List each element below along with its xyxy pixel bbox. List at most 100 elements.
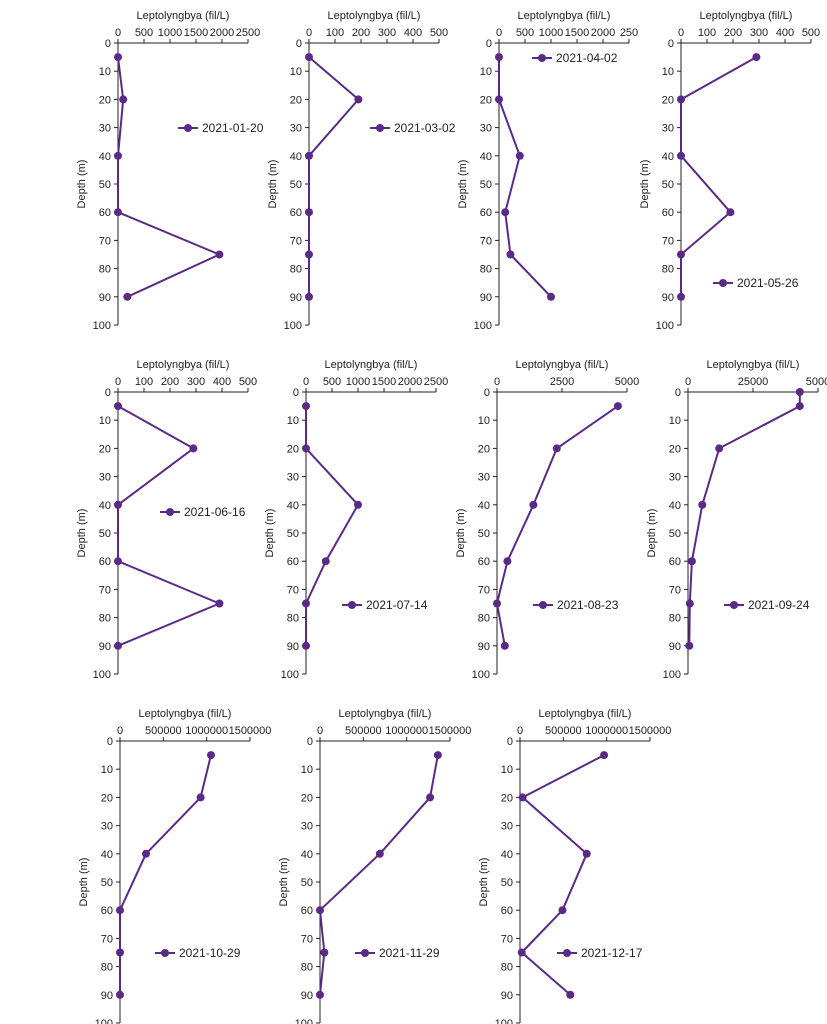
y-tick-label: 100 <box>656 320 674 332</box>
x-tick-label: 300 <box>378 27 396 39</box>
data-point <box>529 500 538 509</box>
x-tick-label: 400 <box>776 27 794 39</box>
data-point <box>302 599 310 608</box>
x-axis-label: Leptolyngbya (fil/L) <box>139 708 232 720</box>
y-tick-label: 30 <box>101 821 113 833</box>
data-point <box>493 599 501 608</box>
y-tick-label: 60 <box>99 207 111 219</box>
data-point <box>685 599 694 608</box>
data-point <box>207 751 215 760</box>
data-point <box>196 793 205 802</box>
y-tick-label: 100 <box>474 320 492 332</box>
legend-swatch-marker <box>563 949 571 957</box>
data-point <box>582 849 591 858</box>
y-tick-label: 0 <box>296 38 302 50</box>
y-tick-label: 10 <box>480 66 492 78</box>
data-point <box>215 250 224 259</box>
y-tick-label: 10 <box>99 66 111 78</box>
y-tick-label: 70 <box>101 933 113 945</box>
x-axis-label: Leptolyngbya (fil/L) <box>325 359 418 371</box>
x-tick-label: 1000 <box>346 376 370 388</box>
y-tick-label: 10 <box>290 66 302 78</box>
y-tick-label: 100 <box>284 320 302 332</box>
y-tick-label: 80 <box>99 264 111 276</box>
y-tick-label: 90 <box>480 292 492 304</box>
x-tick-label: 5000 <box>806 376 827 388</box>
legend-swatch-marker <box>730 601 738 609</box>
data-point <box>114 500 122 509</box>
y-tick-label: 20 <box>662 94 674 106</box>
y-tick-label: 0 <box>507 736 513 748</box>
x-tick-label: 1500000 <box>629 725 672 737</box>
legend-swatch-marker <box>348 601 356 609</box>
x-tick-label: 0 <box>117 725 123 737</box>
y-tick-label: 10 <box>478 415 490 427</box>
x-tick-label: 500 <box>135 27 153 39</box>
data-point <box>515 151 524 160</box>
y-tick-label: 30 <box>301 821 313 833</box>
y-tick-label: 40 <box>290 151 302 163</box>
y-tick-label: 60 <box>287 556 299 568</box>
data-point <box>305 53 313 62</box>
y-tick-label: 80 <box>101 962 113 974</box>
y-tick-label: 60 <box>99 556 111 568</box>
data-point <box>302 402 310 411</box>
y-tick-label: 100 <box>281 669 299 681</box>
y-tick-label: 20 <box>99 443 111 455</box>
data-point <box>795 388 804 396</box>
y-axis-label: Depth (m) <box>76 509 88 558</box>
x-axis-label: Leptolyngbya (fil/L) <box>518 10 611 22</box>
x-tick-label: 2500 <box>424 376 448 388</box>
x-tick-label: 1500 <box>372 376 396 388</box>
legend-label: 2021-07-14 <box>366 598 428 612</box>
x-tick-label: 200 <box>724 27 742 39</box>
data-point <box>114 402 122 411</box>
y-tick-label: 60 <box>669 556 681 568</box>
y-tick-label: 0 <box>675 387 681 399</box>
series-line <box>119 754 212 995</box>
y-tick-label: 60 <box>101 905 113 917</box>
y-tick-label: 10 <box>662 66 674 78</box>
y-tick-label: 80 <box>480 264 492 276</box>
y-tick-label: 0 <box>307 736 313 748</box>
y-tick-label: 90 <box>662 292 674 304</box>
y-axis-label: Depth (m) <box>264 509 276 558</box>
data-point <box>316 906 324 915</box>
y-tick-label: 50 <box>480 179 492 191</box>
x-tick-label: 1500000 <box>229 725 272 737</box>
x-tick-label: 500 <box>323 376 341 388</box>
data-point <box>305 292 313 301</box>
y-tick-label: 90 <box>301 990 313 1002</box>
legend-label: 2021-04-02 <box>556 51 618 65</box>
y-tick-label: 100 <box>95 1018 113 1024</box>
x-tick-label: 0 <box>494 376 500 388</box>
legend-label: 2021-10-29 <box>179 946 241 960</box>
x-tick-label: 2000 <box>591 27 615 39</box>
data-point <box>503 557 512 566</box>
data-point <box>677 151 685 160</box>
legend-label: 2021-12-17 <box>581 946 643 960</box>
y-tick-label: 60 <box>662 207 674 219</box>
depth-profile-panel: 0 500000 1000000 1500000 Leptolyngbya (fil/L… <box>278 708 471 1024</box>
y-tick-label: 10 <box>669 415 681 427</box>
x-tick-label: 500 <box>430 27 448 39</box>
x-tick-label: 200 <box>352 27 370 39</box>
y-tick-label: 100 <box>472 669 490 681</box>
data-point <box>305 208 313 217</box>
x-tick-label: 0 <box>317 725 323 737</box>
y-tick-label: 30 <box>99 472 111 484</box>
y-tick-label: 70 <box>99 235 111 247</box>
y-tick-label: 50 <box>101 877 113 889</box>
data-point <box>547 292 555 301</box>
x-tick-label: 1500 <box>565 27 589 39</box>
x-tick-label: 1000000 <box>185 725 228 737</box>
y-tick-label: 80 <box>287 613 299 625</box>
legend-swatch-marker <box>538 54 546 62</box>
legend-label: 2021-06-16 <box>184 505 246 519</box>
x-tick-label: 2000 <box>398 376 422 388</box>
data-point <box>495 53 503 62</box>
x-tick-label: 0 <box>306 27 312 39</box>
x-axis-label: Leptolyngbya (fil/L) <box>137 359 230 371</box>
y-tick-label: 10 <box>99 415 111 427</box>
y-tick-label: 10 <box>287 415 299 427</box>
